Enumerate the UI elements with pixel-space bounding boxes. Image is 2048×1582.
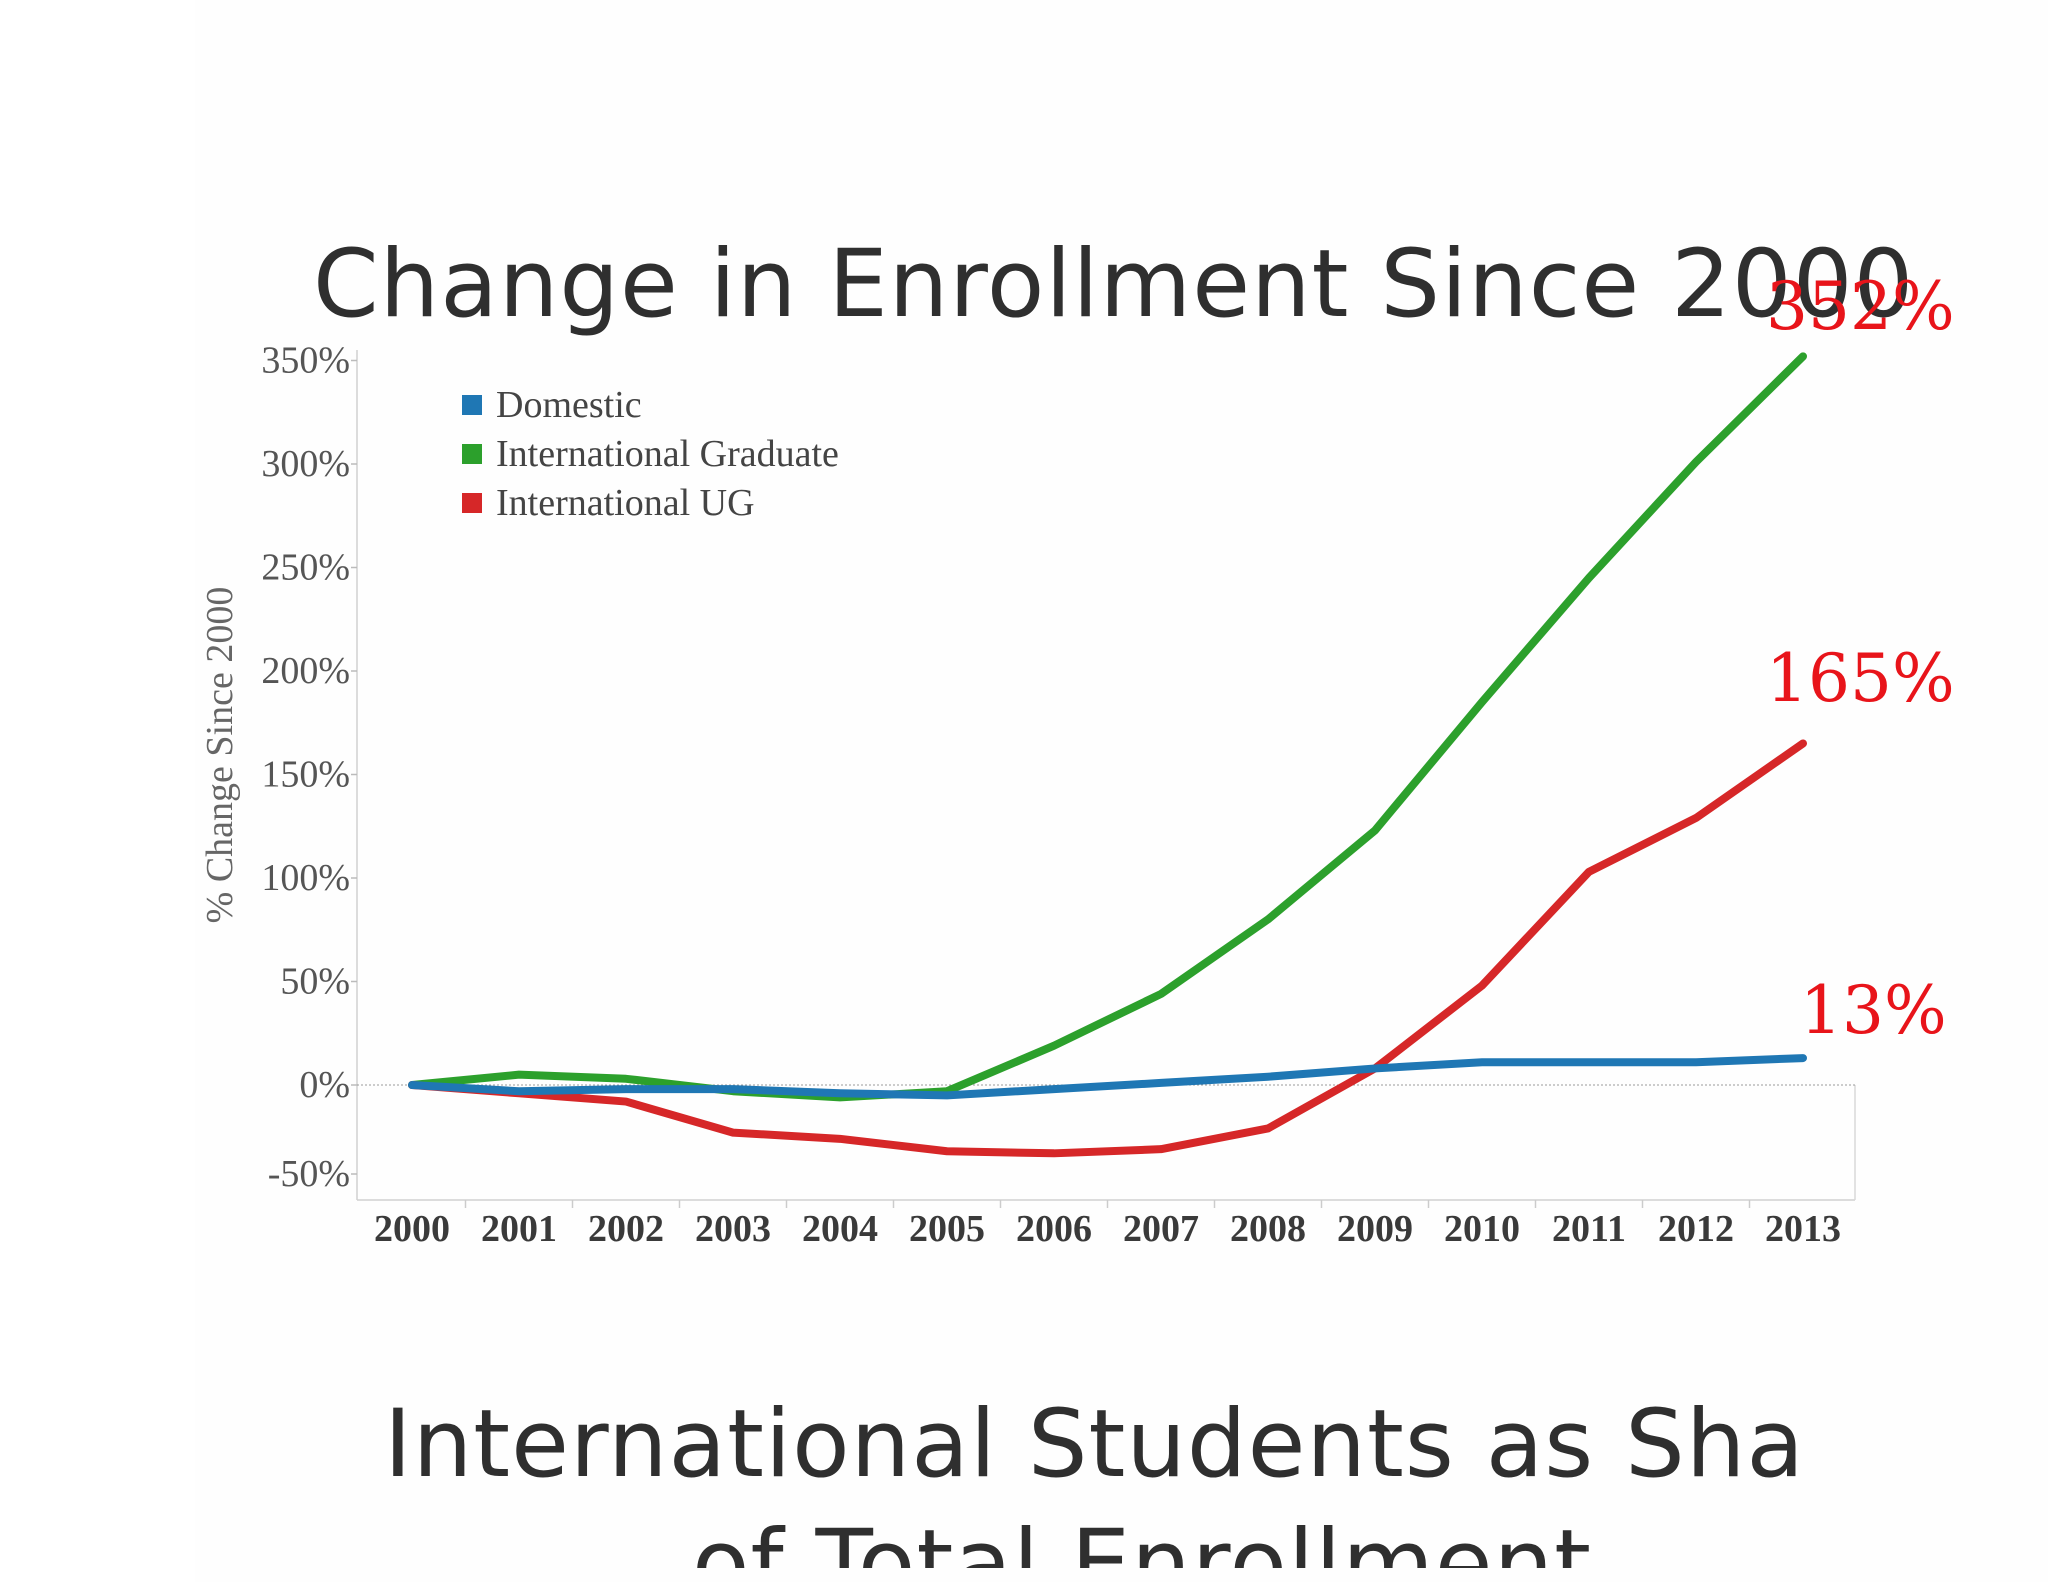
y-tick-label: -50% xyxy=(268,1153,350,1195)
x-tick-label: 2001 xyxy=(481,1208,557,1250)
series-line-domestic xyxy=(408,1054,1807,1100)
y-tick-label: 0% xyxy=(299,1064,350,1106)
y-tick-label: 250% xyxy=(261,547,350,589)
callout-domestic: 13% xyxy=(1800,972,1947,1049)
y-tick-label: 200% xyxy=(261,650,350,692)
legend-label-international-graduate: International Graduate xyxy=(496,432,839,475)
y-tick-label: 150% xyxy=(261,754,350,796)
legend-swatch-international-graduate xyxy=(462,443,482,464)
callout-international-ug: 165% xyxy=(1766,640,1955,717)
legend-label-international-ug: International UG xyxy=(496,481,755,524)
x-tick-label: 2011 xyxy=(1552,1208,1626,1250)
legend-item-domestic: Domestic xyxy=(462,380,839,429)
legend-label-domestic: Domestic xyxy=(496,383,642,426)
x-tick-label: 2000 xyxy=(374,1208,450,1250)
x-tick-label: 2003 xyxy=(695,1208,771,1250)
chart-legend: Domestic International Graduate Internat… xyxy=(462,380,839,527)
legend-item-international-ug: International UG xyxy=(462,478,839,527)
series-line-international-ug xyxy=(408,739,1807,1158)
callout-international-graduate: 352% xyxy=(1766,268,1955,345)
x-tick-label: 2007 xyxy=(1123,1208,1199,1250)
x-tick-label: 2002 xyxy=(588,1208,664,1250)
next-slide-title-line2: of Total Enrollment xyxy=(692,1510,1593,1568)
x-tick-label: 2005 xyxy=(909,1208,985,1250)
x-tick-label: 2006 xyxy=(1016,1208,1092,1250)
series-line-international-graduate xyxy=(408,352,1807,1102)
y-tick-label: 50% xyxy=(280,961,350,1003)
legend-swatch-domestic xyxy=(462,394,482,415)
next-slide-title-line1: International Students as Share xyxy=(384,1390,1800,1499)
x-tick-label: 2008 xyxy=(1230,1208,1306,1250)
x-tick-label: 2010 xyxy=(1444,1208,1520,1250)
x-tick-label: 2009 xyxy=(1337,1208,1413,1250)
y-tick-label: 300% xyxy=(261,443,350,485)
next-slide-title: International Students as Share of Total… xyxy=(300,1380,1800,1568)
slide-title: Change in Enrollment Since 2000 xyxy=(313,230,1915,339)
legend-swatch-international-ug xyxy=(462,492,482,513)
y-tick-label: 100% xyxy=(261,857,350,899)
y-axis-title: % Change Since 2000 xyxy=(199,587,241,924)
y-tick-label: 350% xyxy=(261,340,350,382)
x-tick-label: 2012 xyxy=(1658,1208,1734,1250)
x-tick-label: 2004 xyxy=(802,1208,878,1250)
legend-item-international-graduate: International Graduate xyxy=(462,429,839,478)
x-tick-label: 2013 xyxy=(1765,1208,1841,1250)
